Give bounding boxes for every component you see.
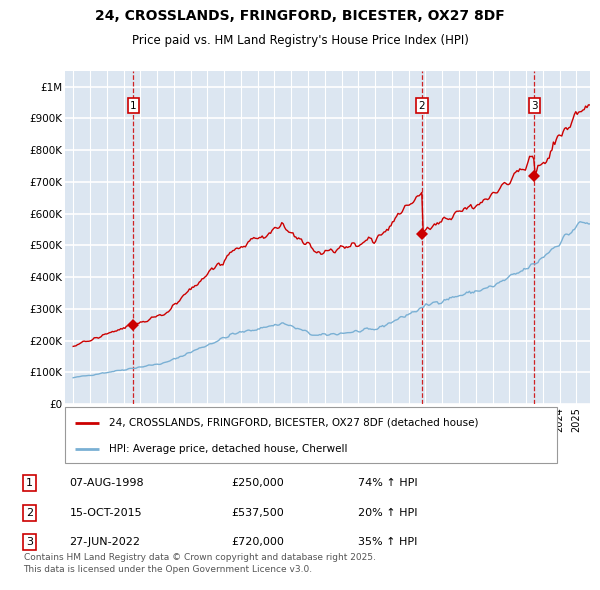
Text: 24, CROSSLANDS, FRINGFORD, BICESTER, OX27 8DF: 24, CROSSLANDS, FRINGFORD, BICESTER, OX2… bbox=[95, 9, 505, 23]
Text: 2: 2 bbox=[419, 101, 425, 111]
Text: £250,000: £250,000 bbox=[231, 478, 284, 489]
Text: Contains HM Land Registry data © Crown copyright and database right 2025.
This d: Contains HM Land Registry data © Crown c… bbox=[23, 553, 376, 574]
FancyBboxPatch shape bbox=[65, 407, 557, 463]
Text: 2: 2 bbox=[26, 508, 33, 517]
Text: 07-AUG-1998: 07-AUG-1998 bbox=[70, 478, 144, 489]
Text: 35% ↑ HPI: 35% ↑ HPI bbox=[358, 537, 417, 547]
Text: Price paid vs. HM Land Registry's House Price Index (HPI): Price paid vs. HM Land Registry's House … bbox=[131, 34, 469, 47]
Text: 3: 3 bbox=[26, 537, 33, 547]
Text: 20% ↑ HPI: 20% ↑ HPI bbox=[358, 508, 417, 517]
Text: £720,000: £720,000 bbox=[231, 537, 284, 547]
Text: 3: 3 bbox=[531, 101, 538, 111]
Text: 1: 1 bbox=[130, 101, 137, 111]
Text: HPI: Average price, detached house, Cherwell: HPI: Average price, detached house, Cher… bbox=[109, 444, 347, 454]
Text: 27-JUN-2022: 27-JUN-2022 bbox=[70, 537, 140, 547]
Text: 15-OCT-2015: 15-OCT-2015 bbox=[70, 508, 142, 517]
Text: £537,500: £537,500 bbox=[231, 508, 284, 517]
Text: 74% ↑ HPI: 74% ↑ HPI bbox=[358, 478, 417, 489]
Text: 24, CROSSLANDS, FRINGFORD, BICESTER, OX27 8DF (detached house): 24, CROSSLANDS, FRINGFORD, BICESTER, OX2… bbox=[109, 418, 479, 428]
Text: 1: 1 bbox=[26, 478, 33, 489]
